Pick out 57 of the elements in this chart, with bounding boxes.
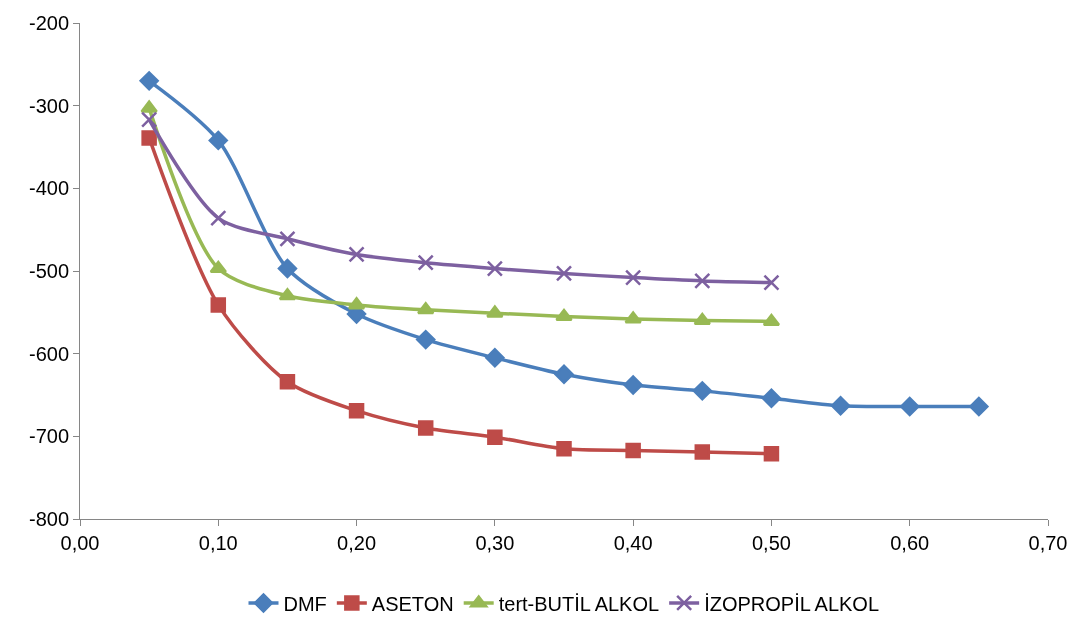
point (141, 130, 157, 146)
point (694, 272, 711, 290)
point (554, 364, 574, 385)
point (208, 130, 228, 151)
point (692, 381, 712, 401)
point (625, 442, 641, 459)
legend-label: ASETON (371, 592, 454, 615)
point (969, 396, 989, 417)
point (556, 440, 572, 457)
x-tick-label: 0,10 (198, 532, 238, 554)
point (417, 420, 434, 436)
point (763, 274, 780, 291)
point (623, 375, 643, 395)
point (624, 311, 642, 324)
point (693, 312, 712, 326)
point (486, 260, 504, 277)
point (140, 100, 158, 113)
point (209, 260, 228, 274)
legend-label: DMF (283, 592, 327, 615)
point (279, 230, 296, 248)
legend-label: İZOPROPİL ALKOL (704, 592, 880, 615)
x-tick-label: 0,60 (890, 532, 930, 554)
y-tick-label: -200 (28, 12, 69, 34)
y-tick-label: -500 (28, 260, 69, 282)
point (139, 71, 159, 91)
point (555, 308, 573, 321)
x-tick-label: 0,30 (475, 532, 515, 554)
point (900, 396, 920, 417)
point (140, 111, 158, 128)
point (486, 305, 504, 318)
point (279, 374, 296, 390)
x-tick-label: 0,20 (337, 532, 377, 554)
point (761, 388, 782, 409)
x-tick-label: 0,00 (60, 532, 100, 554)
x-tick-label: 0,70 (1028, 532, 1068, 554)
point (487, 429, 503, 445)
point (210, 209, 227, 227)
point (348, 246, 365, 263)
x-tick-label: 0,40 (613, 532, 653, 554)
y-tick-label: -600 (28, 342, 69, 365)
y-tick-label: -800 (28, 508, 69, 530)
legend-label: tert-BUTİL ALKOL (498, 592, 660, 615)
point (348, 402, 365, 419)
point (830, 396, 851, 416)
point (417, 254, 434, 271)
point (485, 348, 505, 368)
y-tick-label: -400 (28, 177, 69, 200)
point (624, 269, 642, 286)
point (416, 329, 436, 350)
point (763, 445, 780, 462)
point (555, 265, 573, 282)
point (694, 444, 711, 460)
y-tick-label: -700 (28, 425, 69, 448)
point (277, 258, 298, 279)
y-tick-label: -300 (28, 94, 69, 117)
point (210, 297, 227, 313)
x-tick-label: 0,50 (751, 532, 791, 554)
